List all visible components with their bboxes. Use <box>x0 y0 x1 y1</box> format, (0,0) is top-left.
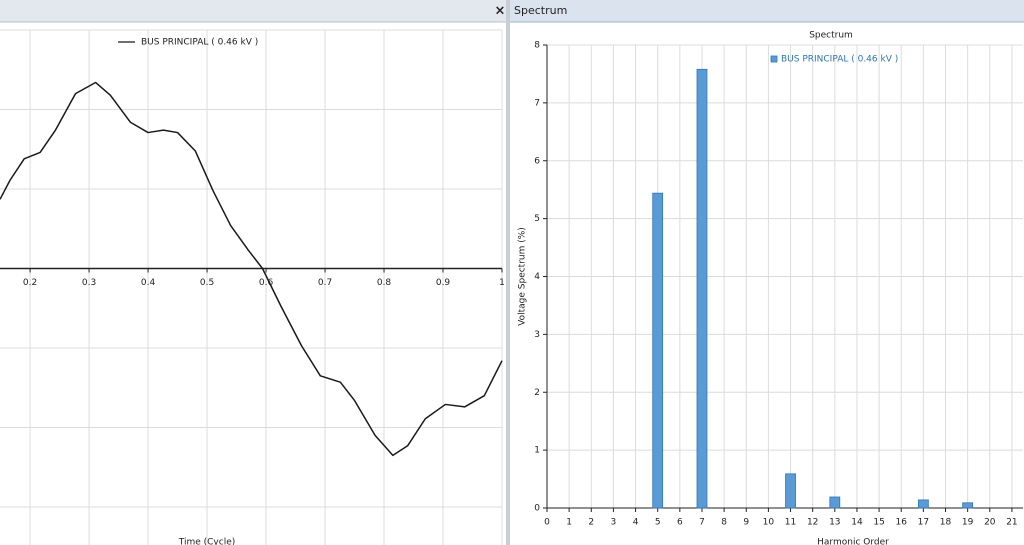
bar <box>962 502 974 509</box>
y-tick-label: 4 <box>534 272 540 282</box>
bar <box>652 192 664 509</box>
x-tick-label: 8 <box>721 518 727 528</box>
x-tick-label: 1 <box>566 518 572 528</box>
y-tick-label: 5 <box>534 214 540 224</box>
right-panel-header <box>510 0 1024 22</box>
chart-title: Spectrum <box>809 31 853 41</box>
x-tick-label: 0.6 <box>259 278 274 288</box>
x-tick-label: 9 <box>743 518 749 528</box>
x-tick-label: 7 <box>699 518 705 528</box>
y-tick-label: 6 <box>534 156 540 166</box>
x-tick-label: 3 <box>611 518 617 528</box>
x-tick-label: 0.9 <box>436 278 451 288</box>
x-tick-label: 15 <box>873 518 884 528</box>
y-tick-label: 2 <box>534 388 540 398</box>
legend-label: BUS PRINCIPAL ( 0.46 kV ) <box>781 55 898 65</box>
x-tick-label: 0.8 <box>377 278 392 288</box>
bar <box>696 68 708 509</box>
x-tick-label: 0.5 <box>200 278 214 288</box>
y-tick-label: 1 <box>534 446 540 456</box>
x-tick-label: 2 <box>588 518 594 528</box>
x-axis-label: Harmonic Order <box>817 538 889 545</box>
legend-swatch <box>770 55 778 63</box>
y-tick-label: 0 <box>534 504 540 514</box>
bar <box>785 473 796 509</box>
x-tick-label: 21 <box>1006 518 1017 528</box>
panel-tab-title[interactable]: Spectrum <box>514 4 567 17</box>
line-series <box>0 81 503 457</box>
y-tick-label: 8 <box>534 41 540 51</box>
x-tick-label: 4 <box>633 518 639 528</box>
x-tick-label: 16 <box>896 518 908 528</box>
x-tick-label: 18 <box>940 518 952 528</box>
bar <box>829 496 841 509</box>
x-tick-label: 0.3 <box>82 278 96 288</box>
y-tick-label: 3 <box>534 330 540 340</box>
x-tick-label: 12 <box>807 518 818 528</box>
close-button[interactable]: × <box>495 4 506 19</box>
x-tick-label: 17 <box>918 518 929 528</box>
x-tick-label: 0.2 <box>23 278 37 288</box>
legend-label: BUS PRINCIPAL ( 0.46 kV ) <box>141 38 258 48</box>
x-tick-label: 10 <box>763 518 775 528</box>
x-tick-label: 1 <box>499 278 505 288</box>
x-tick-label: 11 <box>785 518 796 528</box>
x-tick-label: 0.7 <box>318 278 332 288</box>
x-tick-label: 13 <box>829 518 840 528</box>
splitter <box>506 0 510 545</box>
x-tick-label: 19 <box>962 518 974 528</box>
x-tick-label: 14 <box>851 518 863 528</box>
x-tick-label: 0.4 <box>141 278 156 288</box>
y-tick-label: 7 <box>534 98 540 108</box>
y-axis-label: Voltage Spectrum (%) <box>518 227 528 326</box>
x-tick-label: 5 <box>655 518 661 528</box>
x-tick-label: 6 <box>677 518 683 528</box>
x-tick-label: 0 <box>544 518 550 528</box>
bar <box>917 499 929 509</box>
left-panel-header <box>0 0 506 22</box>
x-tick-label: 20 <box>984 518 996 528</box>
x-axis-label: Time (Cycle) <box>178 538 236 545</box>
